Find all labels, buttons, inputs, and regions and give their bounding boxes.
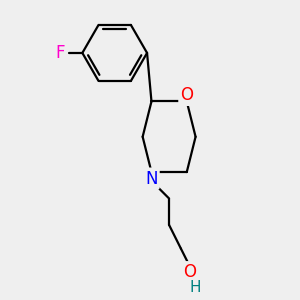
Text: F: F	[56, 44, 65, 62]
Text: H: H	[190, 280, 201, 295]
Text: O: O	[180, 86, 193, 104]
Text: N: N	[145, 169, 158, 188]
Text: O: O	[183, 263, 196, 281]
